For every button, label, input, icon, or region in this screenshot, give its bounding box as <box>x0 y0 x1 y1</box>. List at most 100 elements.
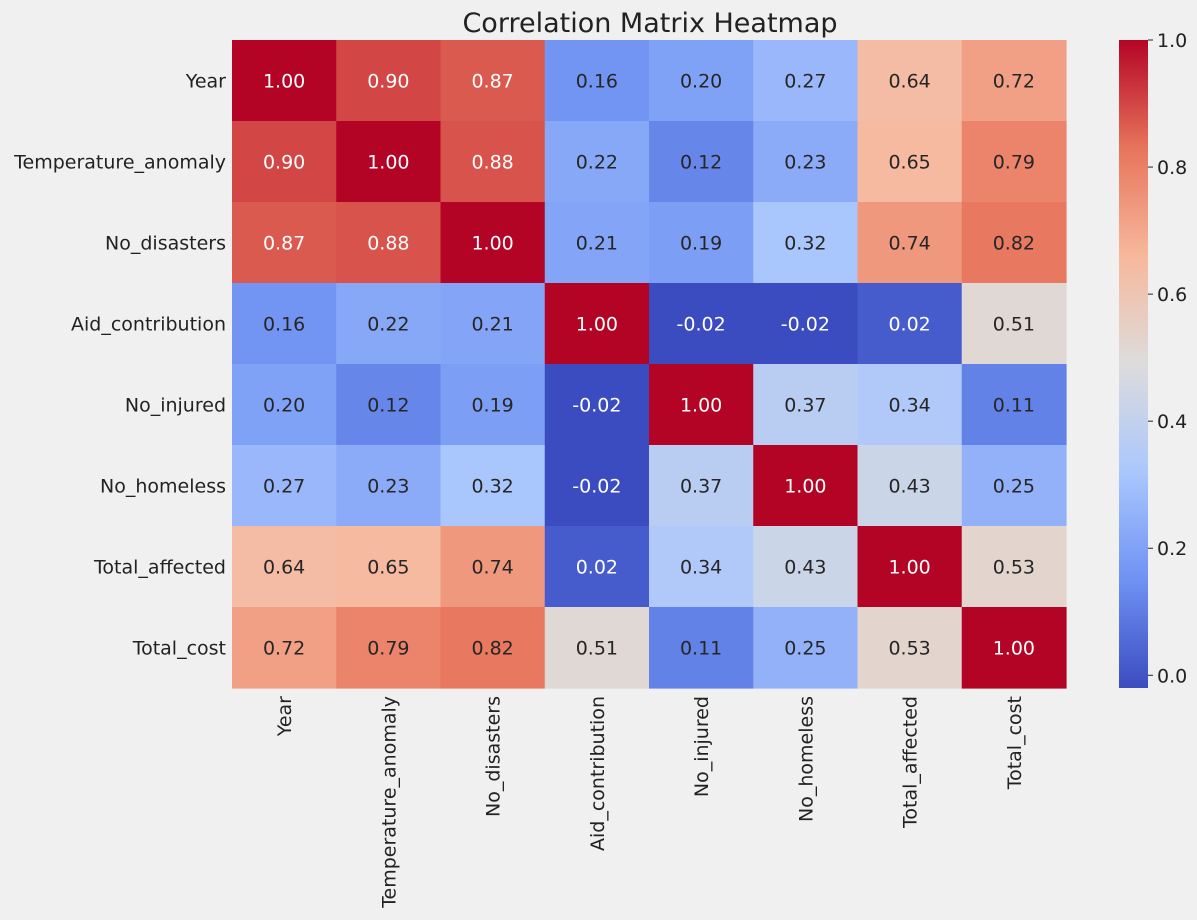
cell-value-label: 0.74 <box>888 233 930 255</box>
column-label: Temperature_anomaly <box>378 696 400 909</box>
heatmap-cell <box>961 526 1067 608</box>
heatmap-cell <box>440 283 546 365</box>
cell-value-label: 0.02 <box>888 314 930 336</box>
cell-value-label: 0.27 <box>784 71 826 93</box>
row-label: Total_affected <box>93 557 226 579</box>
heatmap-cell <box>649 526 754 608</box>
heatmap-cell <box>753 445 859 527</box>
cell-value-label: 1.00 <box>263 71 305 93</box>
cell-value-label: 0.11 <box>993 395 1035 417</box>
heatmap-cell <box>857 364 963 446</box>
cell-value-label: 0.43 <box>888 476 930 498</box>
heatmap-cell <box>336 526 442 608</box>
cell-value-label: 1.00 <box>888 557 930 579</box>
colorbar-tick-label: 0.8 <box>1157 157 1187 179</box>
chart-title: Correlation Matrix Heatmap <box>462 8 837 39</box>
heatmap-cell <box>753 607 859 689</box>
heatmap-cell <box>857 283 963 365</box>
column-label: Total_affected <box>900 696 922 829</box>
cell-value-label: 0.43 <box>784 557 826 579</box>
cell-value-label: 0.25 <box>993 476 1035 498</box>
cell-value-label: 0.72 <box>263 638 305 660</box>
colorbar-tick-label: 0.2 <box>1157 538 1187 560</box>
heatmap-cell <box>232 526 337 608</box>
heatmap-cell <box>232 202 337 284</box>
cell-value-label: 1.00 <box>993 638 1035 660</box>
cell-value-label: 0.37 <box>680 476 722 498</box>
heatmap-cell <box>753 283 859 365</box>
cell-value-label: 0.32 <box>784 233 826 255</box>
heatmap-cell <box>336 40 442 122</box>
heatmap-cell <box>753 202 859 284</box>
heatmap-cell <box>649 607 754 689</box>
column-label: Total_cost <box>1004 696 1026 790</box>
cell-value-label: 0.37 <box>784 395 826 417</box>
cell-value-label: 0.53 <box>993 557 1035 579</box>
heatmap-cell <box>544 283 650 365</box>
cell-value-label: 0.02 <box>576 557 618 579</box>
heatmap-cell <box>232 445 337 527</box>
heatmap-cell <box>961 607 1067 689</box>
heatmap-cell <box>440 202 546 284</box>
row-label: No_injured <box>125 395 226 417</box>
heatmap-cell <box>232 607 337 689</box>
colorbar-tick-label: 1.0 <box>1157 30 1187 52</box>
heatmap-cell <box>336 445 442 527</box>
cell-value-label: 1.00 <box>367 152 409 174</box>
heatmap-cell <box>336 202 442 284</box>
heatmap-cell <box>753 526 859 608</box>
cell-value-label: 1.00 <box>784 476 826 498</box>
heatmap-cell <box>544 40 650 122</box>
heatmap-cell <box>961 283 1067 365</box>
heatmap-cell <box>544 121 650 203</box>
heatmap-cell <box>961 40 1067 122</box>
cell-value-label: 0.87 <box>263 233 305 255</box>
cell-value-label: 0.34 <box>680 557 722 579</box>
heatmap-cells <box>232 40 1067 689</box>
heatmap-cell <box>440 121 546 203</box>
cell-value-label: 0.64 <box>888 71 930 93</box>
colorbar-tick-label: 0.4 <box>1157 411 1187 433</box>
colorbar: 0.0 0.2 0.4 0.6 0.8 1.0 <box>1119 30 1187 688</box>
cell-value-label: 0.12 <box>680 152 722 174</box>
row-label: Temperature_anomaly <box>13 152 226 174</box>
heatmap-cell <box>753 40 859 122</box>
column-label: Year <box>274 696 296 737</box>
heatmap-cell <box>440 364 546 446</box>
heatmap-cell <box>649 283 754 365</box>
cell-value-label: 0.79 <box>367 638 409 660</box>
heatmap-cell <box>649 445 754 527</box>
heatmap-annotations: 1.00 0.90 0.87 0.16 0.20 0.27 0.64 0.72 0.90 1.00… <box>263 71 1035 660</box>
heatmap-cell <box>649 364 754 446</box>
cell-value-label: 0.87 <box>471 71 513 93</box>
heatmap-cell <box>440 445 546 527</box>
cell-value-label: 0.27 <box>263 476 305 498</box>
y-axis-tick-labels: Year Temperature_anomaly No_disasters Aid_c… <box>13 71 226 660</box>
heatmap-cell <box>440 40 546 122</box>
cell-value-label: 0.90 <box>367 71 409 93</box>
cell-value-label: -0.02 <box>781 314 830 336</box>
cell-value-label: 0.65 <box>888 152 930 174</box>
column-label: Aid_contribution <box>587 696 609 851</box>
cell-value-label: 0.51 <box>576 638 618 660</box>
column-label: No_injured <box>691 696 713 797</box>
heatmap-cell <box>961 202 1067 284</box>
heatmap-cell <box>440 526 546 608</box>
cell-value-label: 0.82 <box>471 638 513 660</box>
heatmap-cell <box>544 445 650 527</box>
cell-value-label: 0.74 <box>471 557 513 579</box>
x-axis-tick-labels: Year Temperature_anomaly No_disasters Aid_c… <box>274 696 1026 909</box>
cell-value-label: 0.90 <box>263 152 305 174</box>
heatmap-cell <box>857 202 963 284</box>
cell-value-label: 0.20 <box>263 395 305 417</box>
cell-value-label: 0.32 <box>471 476 513 498</box>
heatmap-cell <box>753 121 859 203</box>
heatmap-cell <box>544 526 650 608</box>
heatmap-cell <box>232 121 337 203</box>
cell-value-label: -0.02 <box>572 476 621 498</box>
cell-value-label: 0.88 <box>367 233 409 255</box>
column-label: No_disasters <box>483 696 505 817</box>
cell-value-label: 0.53 <box>888 638 930 660</box>
colorbar-tick-label: 0.6 <box>1157 284 1187 306</box>
